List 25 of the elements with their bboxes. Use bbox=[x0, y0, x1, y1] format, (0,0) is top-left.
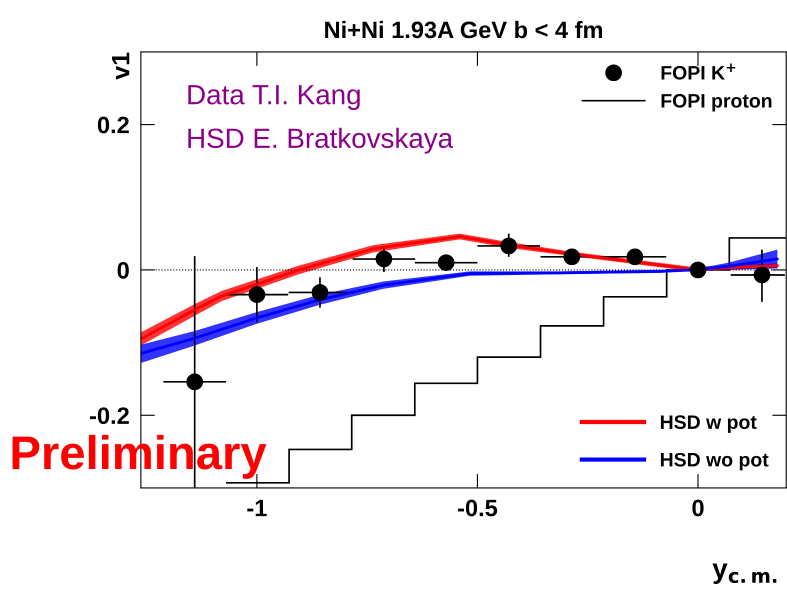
x-tick-label: -0.5 bbox=[458, 500, 498, 516]
point bbox=[690, 262, 706, 278]
point bbox=[564, 248, 580, 266]
y-tick-label: -0.2 bbox=[90, 407, 129, 424]
legend-label: FOPI K$^{+}$ bbox=[662, 63, 736, 80]
point bbox=[312, 284, 328, 301]
legend-label: FOPI proton bbox=[662, 94, 772, 112]
point bbox=[186, 374, 204, 390]
point bbox=[248, 286, 266, 303]
x-tick-label: 0 bbox=[692, 500, 704, 516]
y-tick-label: 0.2 bbox=[98, 116, 129, 134]
annotation: HSD E. Bratkovskaya bbox=[188, 128, 454, 154]
point bbox=[626, 248, 644, 266]
legend-label: HSD w pot bbox=[660, 415, 757, 433]
legend-label: HSD wo pot bbox=[660, 452, 768, 470]
point bbox=[500, 238, 518, 254]
y-axis-title: v1 bbox=[112, 52, 130, 80]
annotation: Data T.I. Kang bbox=[188, 85, 360, 110]
chart-title: Ni+Ni 1.93A GeV b < 4 fm bbox=[325, 20, 602, 38]
y-tick-label: 0 bbox=[118, 262, 129, 279]
point bbox=[438, 254, 454, 271]
x-tick-label: -1 bbox=[247, 500, 267, 516]
x-axis-title: y$_{c.m.}$ bbox=[712, 564, 776, 584]
point bbox=[376, 250, 392, 268]
point bbox=[754, 266, 770, 284]
